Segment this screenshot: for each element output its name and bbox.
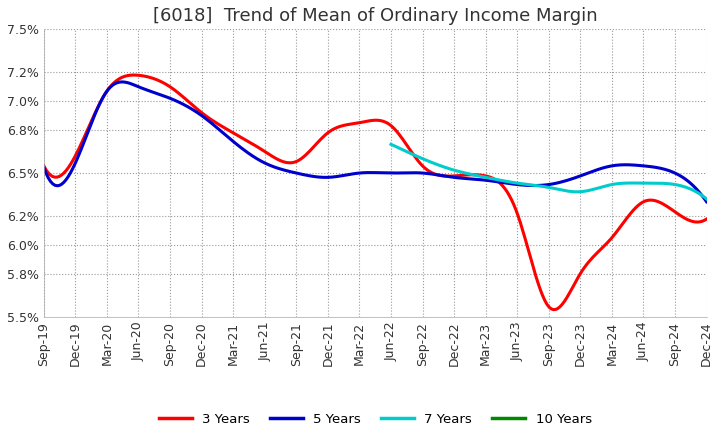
3 Years — [130, 73, 139, 78]
5 Years — [702, 199, 711, 205]
Line: 3 Years: 3 Years — [44, 75, 706, 310]
3 Years — [702, 216, 711, 222]
Line: 7 Years: 7 Years — [391, 144, 706, 199]
3 Years — [436, 173, 445, 178]
7 Years — [573, 189, 582, 194]
5 Years — [600, 165, 609, 170]
Title: [6018]  Trend of Mean of Ordinary Income Margin: [6018] Trend of Mean of Ordinary Income … — [153, 7, 598, 25]
5 Years — [42, 170, 50, 176]
3 Years — [434, 172, 443, 178]
5 Years — [40, 165, 48, 170]
3 Years — [603, 241, 611, 246]
Line: 5 Years: 5 Years — [44, 82, 706, 202]
Legend: 3 Years, 5 Years, 7 Years, 10 Years: 3 Years, 5 Years, 7 Years, 10 Years — [153, 407, 597, 431]
3 Years — [644, 198, 653, 203]
3 Years — [42, 167, 50, 172]
7 Years — [652, 180, 661, 186]
7 Years — [702, 196, 711, 202]
3 Years — [549, 307, 558, 312]
3 Years — [40, 163, 48, 169]
7 Years — [387, 142, 395, 147]
5 Years — [436, 172, 445, 178]
7 Years — [672, 182, 681, 187]
5 Years — [642, 164, 651, 169]
7 Years — [387, 142, 396, 147]
5 Years — [447, 174, 456, 180]
5 Years — [117, 79, 126, 84]
3 Years — [447, 173, 456, 179]
5 Years — [434, 172, 443, 178]
7 Years — [575, 189, 583, 194]
7 Years — [580, 189, 588, 194]
